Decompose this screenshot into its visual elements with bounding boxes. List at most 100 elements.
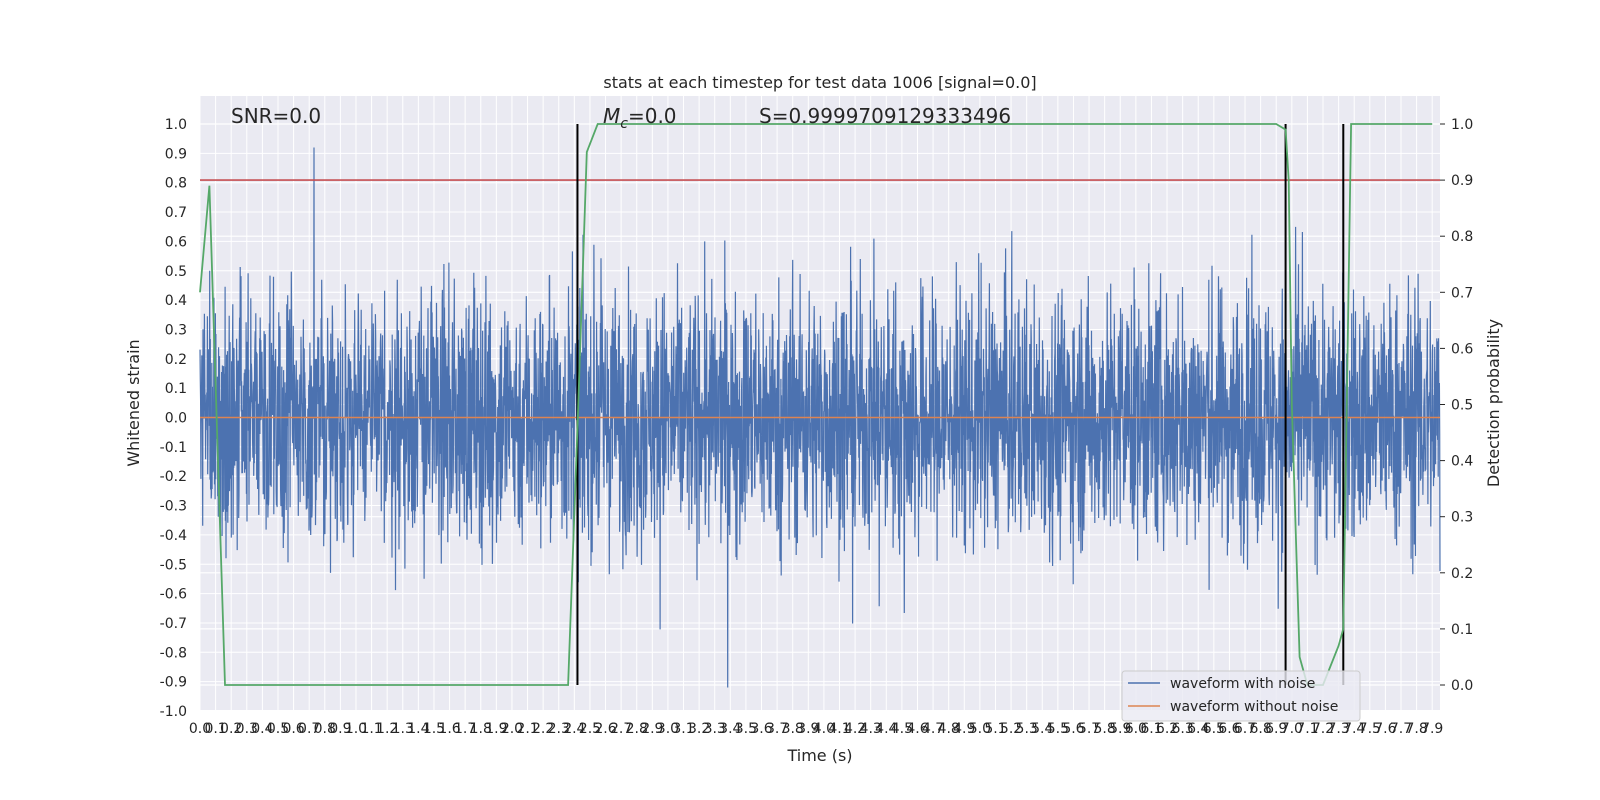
x-tick-label: 5.3 — [1016, 721, 1038, 737]
x-tick-label: 2.7 — [610, 721, 632, 737]
y-tick-label: -0.3 — [160, 499, 187, 515]
x-tick-label: 6.6 — [1218, 721, 1240, 737]
y-tick-label: -0.2 — [160, 469, 187, 485]
x-tick-label: 3.6 — [750, 721, 772, 737]
x-tick-label: 3.8 — [782, 721, 804, 737]
x-tick-label: 7.9 — [1421, 721, 1443, 737]
x-tick-label: 2.6 — [594, 721, 616, 737]
x-tick-label: 3.3 — [704, 721, 726, 737]
x-tick-label: 3.7 — [766, 721, 788, 737]
y-tick-label: 0.7 — [165, 205, 187, 221]
x-tick-label: 3.9 — [797, 721, 819, 737]
y-tick-label: -0.1 — [160, 440, 187, 456]
y-axis-label: Whitened strain — [124, 339, 143, 466]
y-tick-label: 0.5 — [165, 264, 187, 280]
x-tick-label: 1.3 — [392, 721, 414, 737]
y2-tick-label: 0.8 — [1451, 229, 1473, 245]
y2-axis-label: Detection probability — [1484, 319, 1503, 487]
waveform-with-noise-line — [199, 147, 1441, 688]
x-tick-label: 0.9 — [329, 721, 351, 737]
y2-tick-label: 0.1 — [1451, 622, 1473, 638]
x-tick-label: 5.7 — [1078, 721, 1100, 737]
y-tick-label: -0.7 — [160, 616, 187, 632]
x-tick-label: 7.1 — [1296, 721, 1318, 737]
y2-tick-label: 0.0 — [1451, 678, 1473, 694]
x-tick-label: 1.2 — [376, 721, 398, 737]
x-tick-label: 7.2 — [1312, 721, 1334, 737]
series-waveform-with-noise — [199, 147, 1441, 688]
y2-tick-label: 0.6 — [1451, 341, 1473, 357]
x-tick-label: 2.4 — [563, 721, 585, 737]
x-tick-label: 5.4 — [1031, 721, 1053, 737]
snr-annotation: SNR=0.0 — [231, 104, 321, 128]
y-tick-label: -1.0 — [160, 704, 187, 720]
x-axis-label: Time (s) — [786, 746, 852, 765]
y-tick-label: 0.8 — [165, 176, 187, 192]
x-tick-label: 4.6 — [906, 721, 928, 737]
x-tick-label: 2.8 — [626, 721, 648, 737]
x-tick-label: 6.2 — [1156, 721, 1178, 737]
y-tick-label: 0.1 — [165, 381, 187, 397]
x-tick-label: 4.5 — [891, 721, 913, 737]
mc-symbol: M — [603, 104, 620, 128]
x-tick-label: 2.3 — [548, 721, 570, 737]
x-tick-label: 1.5 — [423, 721, 445, 737]
x-tick-label: 2.9 — [641, 721, 663, 737]
y-tick-label: -0.8 — [160, 645, 187, 661]
x-tick-label: 6.5 — [1203, 721, 1225, 737]
x-tick-label: 7.8 — [1405, 721, 1427, 737]
legend-label-waveform-with-noise: waveform with noise — [1170, 676, 1315, 692]
x-tick-label: 3.5 — [735, 721, 757, 737]
legend: waveform with noise waveform without noi… — [1121, 670, 1361, 722]
mc-subscript: c — [620, 116, 628, 132]
legend-box — [1121, 670, 1361, 722]
x-tick-label: 5.1 — [984, 721, 1006, 737]
x-tick-label: 5.6 — [1062, 721, 1084, 737]
y2-tick-label: 1.0 — [1451, 117, 1473, 133]
mc-annotation: Mc=0.0 — [603, 104, 677, 132]
x-tick-label: 6.3 — [1172, 721, 1194, 737]
x-tick-label: 0.3 — [236, 721, 258, 737]
x-tick-label: 2.5 — [579, 721, 601, 737]
chart-title: stats at each timestep for test data 100… — [603, 73, 1036, 92]
x-tick-label: 0.0 — [189, 721, 211, 737]
y-tick-label: 0.6 — [165, 234, 187, 250]
y-tick-label: -0.5 — [160, 557, 187, 573]
x-tick-label: 7.7 — [1390, 721, 1412, 737]
x-tick-label: 0.6 — [282, 721, 304, 737]
y2-tick-label: 0.9 — [1451, 173, 1473, 189]
x-tick-label: 3.2 — [688, 721, 710, 737]
y-tick-label: -0.4 — [160, 528, 187, 544]
x-tick-label: 0.8 — [314, 721, 336, 737]
y-tick-label: 0.4 — [165, 293, 187, 309]
x-tick-label: 6.8 — [1249, 721, 1271, 737]
x-tick-label: 3.4 — [719, 721, 741, 737]
y-tick-label: 0.3 — [165, 322, 187, 338]
x-tick-label: 4.4 — [875, 721, 897, 737]
s-annotation: S=0.9999709129333496 — [759, 104, 1011, 128]
x-tick-label: 4.0 — [813, 721, 835, 737]
y2-tick-label: 0.4 — [1451, 454, 1473, 470]
x-tick-label: 0.4 — [251, 721, 273, 737]
x-tick-label: 1.8 — [470, 721, 492, 737]
x-tick-label: 1.7 — [454, 721, 476, 737]
x-tick-label: 1.1 — [360, 721, 382, 737]
y-tick-label: 0.0 — [165, 411, 187, 427]
y-tick-label: 0.9 — [165, 146, 187, 162]
x-tick-label: 3.1 — [672, 721, 694, 737]
x-tick-label: 1.6 — [438, 721, 460, 737]
y2-tick-label: 0.5 — [1451, 398, 1473, 414]
x-tick-label: 4.2 — [844, 721, 866, 737]
y-tick-label: -0.6 — [160, 587, 187, 603]
x-tick-label: 5.5 — [1047, 721, 1069, 737]
x-tick-label: 0.7 — [298, 721, 320, 737]
x-tick-label: 1.9 — [485, 721, 507, 737]
y-tick-label: 1.0 — [165, 117, 187, 133]
x-tick-label: 7.0 — [1281, 721, 1303, 737]
y2-tick-label: 0.3 — [1451, 510, 1473, 526]
mc-value: =0.0 — [628, 104, 677, 128]
x-tick-label: 0.1 — [204, 721, 226, 737]
y-tick-label: 0.2 — [165, 352, 187, 368]
x-tick-label: 4.9 — [953, 721, 975, 737]
x-tick-label: 6.4 — [1187, 721, 1209, 737]
